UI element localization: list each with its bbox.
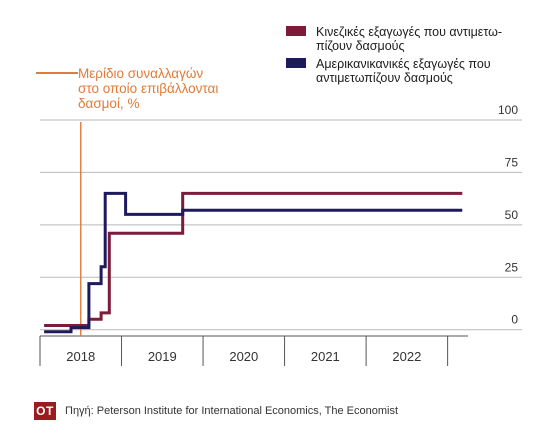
footer: OT Πηγή: Peterson Institute for Internat… bbox=[34, 402, 398, 420]
y-tick-label: 100 bbox=[498, 103, 518, 117]
x-tick-label: 2019 bbox=[148, 349, 177, 364]
legend-swatch-china bbox=[286, 26, 306, 36]
x-tick-label: 2020 bbox=[229, 349, 258, 364]
annotation-label: δασμοί, % bbox=[78, 96, 139, 111]
legend-label-china: πίζουν δασμούς bbox=[316, 39, 405, 53]
x-tick-label: 2018 bbox=[66, 349, 95, 364]
y-tick-label: 75 bbox=[505, 155, 519, 169]
source-note: Πηγή: Peterson Institute for Internation… bbox=[65, 405, 399, 417]
legend-label-us: αντιμετωπίζουν δασμούς bbox=[316, 71, 453, 85]
x-tick-label: 2021 bbox=[311, 349, 340, 364]
series-china-line bbox=[44, 191, 463, 327]
annotation-label: στο οποίο επιβάλλονται bbox=[78, 81, 218, 96]
y-tick-label: 0 bbox=[511, 313, 518, 327]
series-us-line bbox=[44, 191, 463, 334]
ot-logo: OT bbox=[34, 402, 56, 420]
x-tick-label: 2022 bbox=[392, 349, 421, 364]
legend-label-us: Αμερικανικανικές εξαγωγές που bbox=[316, 57, 491, 71]
legend-swatch-us bbox=[286, 58, 306, 68]
y-tick-label: 25 bbox=[505, 260, 519, 274]
y-tick-label: 50 bbox=[505, 208, 519, 222]
annotation-label: Μερίδιο συναλλαγών bbox=[78, 66, 203, 81]
legend-label-china: Κινεζικές εξαγωγές που αντιμετω- bbox=[316, 25, 502, 39]
